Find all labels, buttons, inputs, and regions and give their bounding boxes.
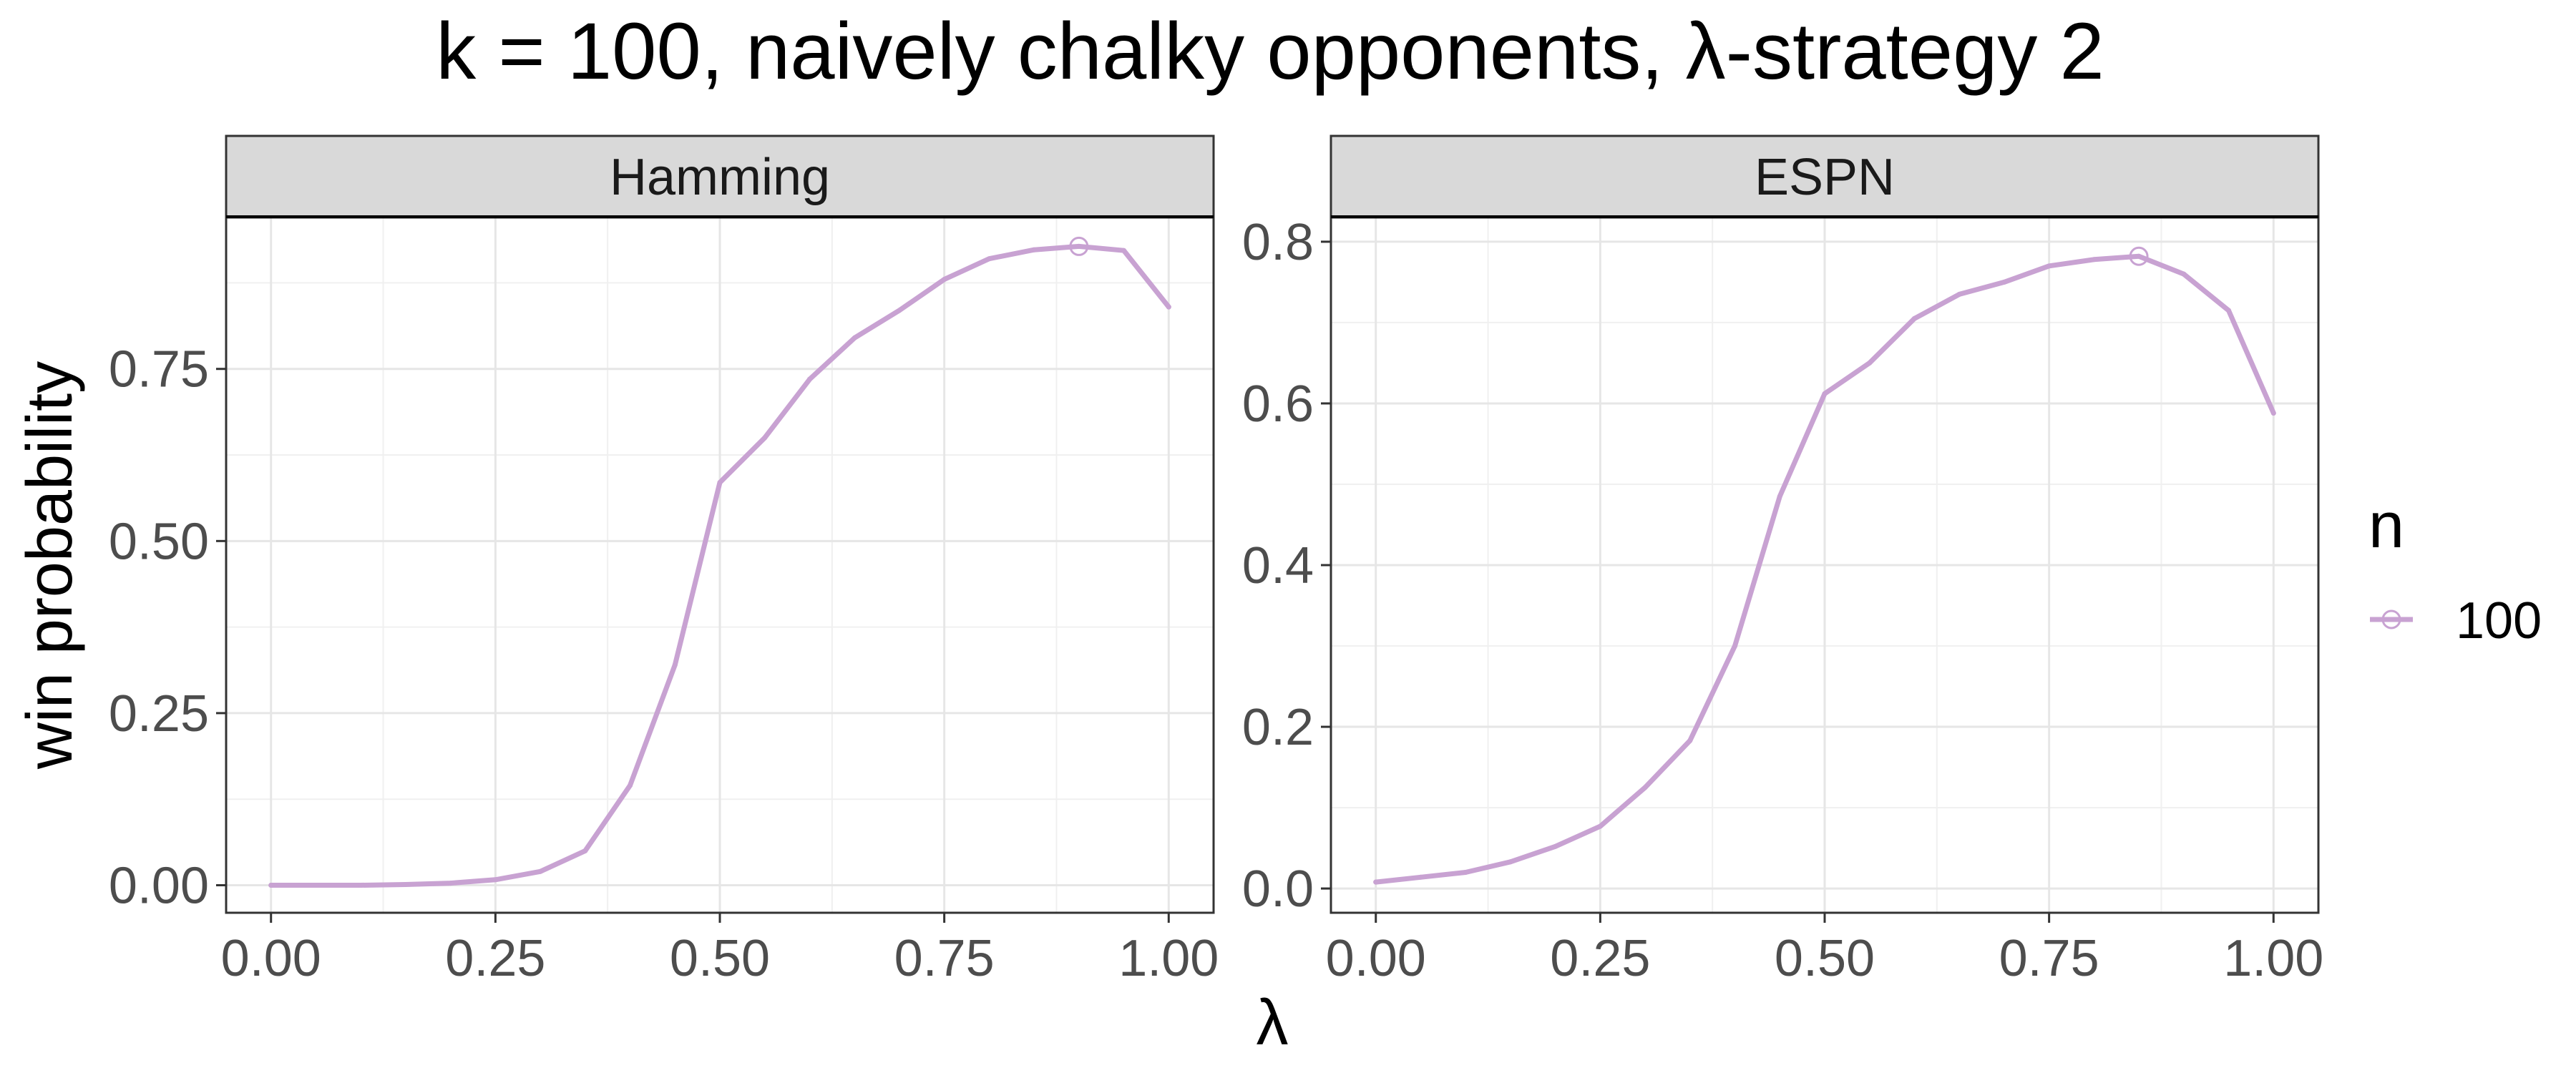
data-point (2136, 253, 2142, 259)
data-point (672, 662, 678, 668)
data-point (268, 883, 274, 888)
data-point (897, 308, 902, 313)
panel-hamming-strip (225, 134, 1215, 219)
x-tick-label: 0.50 (670, 930, 770, 987)
data-point (806, 376, 812, 382)
data-point (1597, 823, 1603, 829)
data-point (1508, 859, 1513, 865)
y-tick-label: 0.4 (1242, 537, 1314, 594)
y-tick-label: 0.25 (109, 685, 209, 743)
panel-hamming-x-axis: 0.00 0.25 0.50 0.75 1.00 (221, 913, 1219, 987)
data-point (537, 868, 543, 874)
data-point (1687, 738, 1693, 743)
x-tick-label: 0.25 (445, 930, 545, 987)
y-tick-label: 0.00 (109, 858, 209, 915)
max-point-marker-espn (2129, 246, 2149, 266)
data-point (1642, 785, 1648, 790)
data-point (448, 881, 454, 886)
x-tick-label: 0.50 (1775, 930, 1875, 987)
data-point (942, 277, 947, 283)
data-point (1777, 494, 1782, 499)
y-tick-label: 0.2 (1242, 699, 1314, 756)
data-point (492, 877, 498, 883)
legend: n 100 (2368, 490, 2542, 650)
panel-espn-x-axis: 0.00 0.25 0.50 0.75 1.00 (1326, 913, 2323, 987)
data-point (1418, 874, 1423, 880)
data-point (986, 256, 992, 262)
legend-entry-label: 100 (2456, 592, 2542, 650)
data-point (1956, 291, 1962, 297)
data-point (1732, 643, 1738, 649)
chart-title: k = 100, naively chalky opponents, λ-str… (436, 6, 2104, 96)
x-tick-label: 0.25 (1550, 930, 1650, 987)
data-point (403, 882, 409, 888)
x-tick-label: 1.00 (1118, 930, 1219, 987)
y-tick-label: 0.0 (1242, 861, 1314, 918)
data-point (2091, 257, 2097, 263)
data-point (628, 783, 633, 788)
data-point (2046, 263, 2052, 269)
panel-espn: ESPN 0.00 0.25 0.50 0.75 1.00 0.00.20.40.60.… (1242, 134, 2323, 987)
panel-espn-series (1373, 246, 2276, 885)
data-point (1373, 879, 1379, 885)
panel-hamming-y-axis: 0.00 0.25 0.50 0.75 (109, 341, 226, 915)
max-point-marker-hamming (1069, 236, 1089, 256)
data-point (1822, 391, 1828, 396)
data-point (1076, 243, 1082, 249)
y-tick-label: 0.75 (109, 341, 209, 398)
data-point (582, 848, 588, 853)
x-tick-label: 0.75 (894, 930, 995, 987)
y-axis-title: win probability (14, 361, 86, 770)
data-point (1553, 843, 1558, 849)
panel-hamming-grid (226, 217, 1214, 913)
legend-key-marker (2381, 609, 2401, 629)
y-tick-label: 0.6 (1242, 376, 1314, 433)
data-point (1463, 869, 1468, 875)
panel-espn-grid (1331, 217, 2318, 913)
data-point (2001, 279, 2007, 285)
data-point (717, 480, 723, 486)
panel-espn-label: ESPN (1755, 149, 1895, 206)
x-tick-label: 1.00 (2223, 930, 2323, 987)
data-point (1166, 304, 1171, 310)
data-point (2226, 308, 2232, 313)
data-point (852, 335, 857, 340)
x-tick-label: 0.00 (1326, 930, 1426, 987)
data-point (1867, 360, 1873, 366)
data-point (313, 883, 318, 888)
data-point (1911, 315, 1917, 321)
data-point (358, 883, 364, 888)
panel-espn-strip (1330, 134, 2320, 219)
panel-espn-y-axis: 0.0 0.2 0.4 0.6 0.8 (1242, 214, 1331, 918)
x-tick-label: 0.00 (221, 930, 321, 987)
data-point (1121, 248, 1127, 253)
data-point (2181, 271, 2187, 277)
panel-hamming-series (268, 236, 1171, 888)
legend-title: n (2368, 490, 2404, 562)
panel-hamming: Hamming 0.00 0.25 0.50 0.75 1.00 0.00 0.25 0.5… (109, 134, 1219, 987)
x-axis-title: λ (1257, 987, 1289, 1059)
data-point (1031, 247, 1037, 253)
data-point (762, 435, 768, 441)
y-tick-label: 0.50 (109, 513, 209, 570)
y-tick-label: 0.8 (1242, 214, 1314, 271)
panel-hamming-label: Hamming (610, 149, 830, 206)
x-tick-label: 0.75 (1999, 930, 2099, 987)
data-point (2270, 411, 2276, 416)
